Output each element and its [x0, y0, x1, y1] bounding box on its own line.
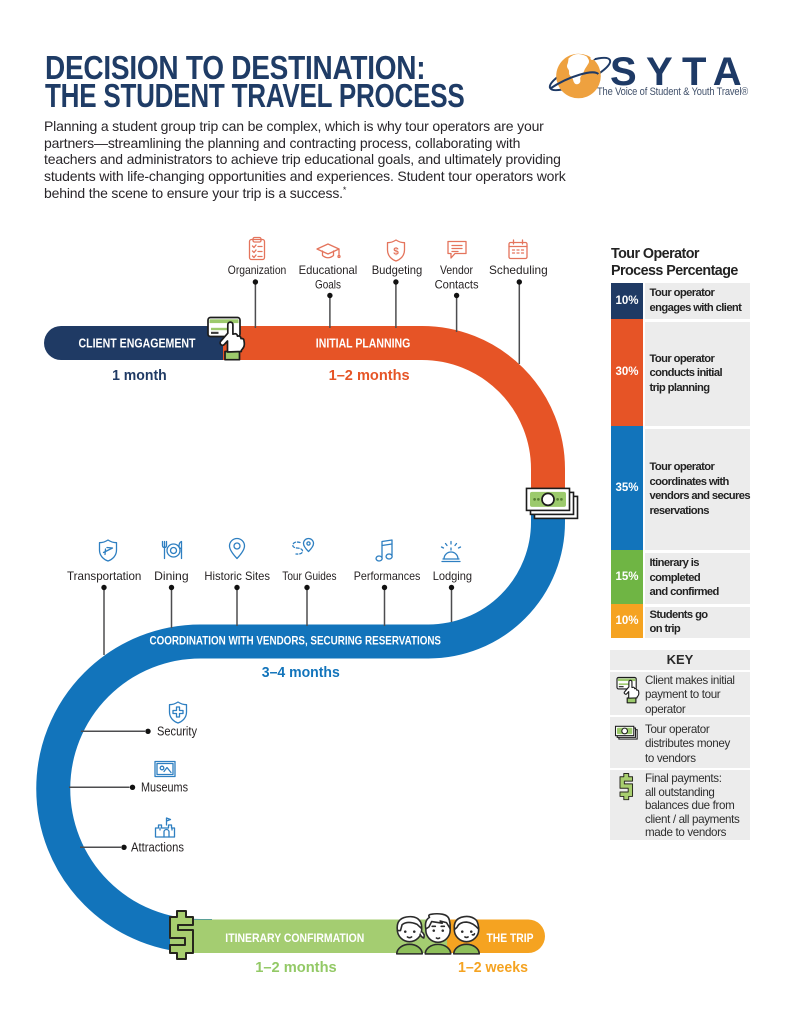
- svg-text:Performances: Performances: [354, 569, 421, 583]
- svg-text:Scheduling: Scheduling: [489, 263, 548, 277]
- svg-text:3–4 months: 3–4 months: [262, 664, 340, 681]
- svg-text:Educational: Educational: [299, 263, 358, 277]
- svg-text:Dining: Dining: [154, 569, 189, 583]
- svg-text:Contacts: Contacts: [435, 278, 479, 292]
- svg-text:COORDINATION WITH VENDORS, SEC: COORDINATION WITH VENDORS, SECURING RESE…: [150, 633, 442, 647]
- svg-text:INITIAL PLANNING: INITIAL PLANNING: [316, 337, 411, 351]
- svg-text:Budgeting: Budgeting: [372, 263, 423, 277]
- svg-text:Lodging: Lodging: [433, 569, 472, 583]
- svg-text:ITINERARY CONFIRMATION: ITINERARY CONFIRMATION: [225, 931, 364, 945]
- svg-text:Tour Guides: Tour Guides: [282, 569, 336, 583]
- svg-text:Security: Security: [157, 725, 198, 739]
- svg-text:Organization: Organization: [228, 263, 286, 277]
- svg-text:CLIENT ENGAGEMENT: CLIENT ENGAGEMENT: [79, 337, 196, 351]
- svg-text:$: $: [393, 247, 399, 258]
- svg-text:1–2 months: 1–2 months: [329, 367, 410, 384]
- svg-text:Transportation: Transportation: [67, 569, 141, 583]
- svg-text:1–2 months: 1–2 months: [255, 959, 337, 976]
- svg-text:Historic Sites: Historic Sites: [204, 569, 270, 583]
- svg-text:1 month: 1 month: [112, 367, 167, 384]
- svg-text:Attractions: Attractions: [131, 841, 184, 855]
- svg-text:1–2 weeks: 1–2 weeks: [458, 959, 528, 976]
- svg-text:Goals: Goals: [315, 278, 341, 292]
- svg-text:THE TRIP: THE TRIP: [487, 931, 534, 945]
- svg-text:Vendor: Vendor: [440, 263, 473, 277]
- svg-text:Museums: Museums: [141, 781, 188, 795]
